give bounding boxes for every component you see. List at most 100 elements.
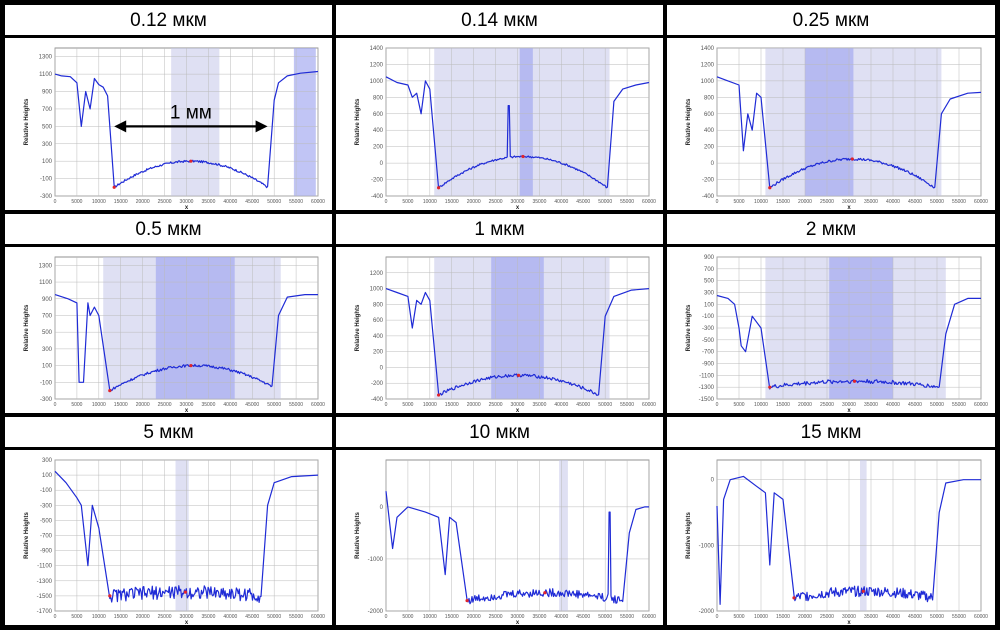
x-tick-label: 40000 [223,402,237,408]
y-tick-label: 0 [711,478,715,484]
highlight-band [519,48,533,196]
cursor-marker [516,373,521,377]
y-tick-label: 1000 [370,287,384,293]
plot-area: -1500 -1300 -1100 -900 -700 -500 -300 -100 100 30… [667,247,995,413]
x-tick-label: 20000 [798,402,812,408]
cursor-marker [850,157,854,161]
cursor-marker [189,363,193,368]
x-axis-title: x [185,205,189,210]
chart-title: 0.14 мкм [336,5,663,38]
chart-panel: 15 мкм -2000 -1000 0 0 5000 10000 15000 20000 250… [667,417,995,625]
x-tick-label: 0 [54,614,57,620]
cursor-marker [108,594,112,598]
profile-line [385,491,649,605]
cursor-marker [861,589,865,593]
y-tick-label: -400 [371,194,384,200]
x-tick-label: 5000 [733,614,744,620]
profile-line [54,70,319,189]
x-axis-title: x [185,408,189,413]
x-tick-label: 45000 [576,199,590,205]
chart-svg: -300 -100 100 300 500 700 900 1100 1300 0 5000 1000… [24,256,325,413]
x-tick-label: 10000 [423,614,437,620]
x-axis-title: x [516,205,520,210]
chart-svg: -2000 -1000 0 0 5000 10000 15000 20000 25000 3000… [686,459,988,625]
x-tick-label: 10000 [754,614,768,620]
x-tick-label: 20000 [136,614,150,620]
plot-area: -400 -200 0 200 400 600 800 1000 1200 1400 0 5000 10… [667,38,995,210]
x-tick-label: 25000 [489,614,503,620]
y-tick-label: -700 [702,350,715,356]
x-axis-title: x [847,408,851,413]
x-tick-label: 20000 [798,614,812,620]
x-tick-label: 55000 [620,402,634,408]
y-tick-label: -200 [702,178,715,184]
y-axis-title: Relative Heights [355,304,361,351]
y-tick-label: 0 [380,505,384,511]
y-tick-label: 800 [704,95,715,101]
x-tick-label: 45000 [245,402,259,408]
y-tick-label: -100 [40,380,53,386]
x-tick-label: 55000 [952,614,966,620]
x-tick-label: 5000 [71,402,82,408]
x-tick-label: 5000 [402,402,413,408]
dimension-label: 1 мм [170,102,212,123]
x-tick-label: 60000 [311,199,325,205]
cursor-marker [437,186,441,190]
x-tick-label: 35000 [864,199,878,205]
chart-title: 0.25 мкм [667,5,995,38]
y-tick-label: 300 [704,291,715,297]
x-tick-label: 45000 [245,199,259,205]
chart-svg: -400 -200 0 200 400 600 800 1000 1200 0 5000 10000 1… [355,256,656,413]
x-tick-label: 40000 [554,614,568,620]
cursor-marker [108,389,112,393]
x-tick-label: 25000 [158,614,172,620]
chart-svg: -1500 -1300 -1100 -900 -700 -500 -300 -100 100 30… [686,255,988,413]
x-tick-label: 20000 [136,199,150,205]
arrowhead-left [114,120,127,133]
y-tick-label: 100 [42,364,53,370]
x-tick-label: 0 [54,199,57,205]
x-tick-label: 5000 [402,199,413,205]
x-tick-label: 40000 [886,199,900,205]
x-tick-label: 20000 [467,199,481,205]
x-tick-label: 5000 [733,199,744,205]
x-tick-label: 25000 [489,402,503,408]
y-tick-label: 700 [42,313,53,319]
y-tick-label: 900 [704,255,715,261]
profile-line [716,475,981,605]
x-tick-label: 30000 [511,199,525,205]
x-tick-label: 40000 [554,402,568,408]
x-tick-label: 25000 [158,402,172,408]
x-tick-label: 35000 [864,402,878,408]
plot-area: -2000 -1000 0 0 5000 10000 15000 20000 25000 3000… [336,450,663,625]
x-tick-label: 60000 [642,614,656,620]
y-axis-title: Relative Heights [686,98,692,145]
x-tick-label: 55000 [952,402,966,408]
x-tick-label: 55000 [289,614,303,620]
x-tick-label: 20000 [467,402,481,408]
y-tick-label: 1000 [370,79,384,85]
x-tick-label: 0 [716,614,719,620]
y-tick-label: -100 [702,314,715,320]
x-tick-label: 30000 [842,402,856,408]
cursor-marker [768,385,772,389]
x-axis-title: x [847,620,851,625]
y-tick-label: 500 [704,279,715,285]
x-tick-label: 25000 [820,402,834,408]
x-tick-label: 5000 [71,614,82,620]
x-tick-label: 15000 [445,199,459,205]
x-tick-label: 10000 [92,199,106,205]
y-axis-title: Relative Heights [355,98,361,145]
chart-panel: 0.12 мкм -300 -100 100 300 500 700 900 1100 1300 0… [5,5,332,210]
x-tick-label: 15000 [445,614,459,620]
x-tick-label: 15000 [776,199,790,205]
highlight-band [559,460,568,611]
chart-svg: -2000 -1000 0 0 5000 10000 15000 20000 25000 3000… [355,459,656,625]
x-tick-label: 45000 [908,614,922,620]
plot-area: -300 -100 100 300 500 700 900 1100 1300 0 5000 1000… [5,247,332,413]
y-tick-label: 800 [373,95,384,101]
y-tick-label: 300 [42,458,53,464]
x-tick-label: 35000 [532,199,546,205]
chart-panel: 1 мкм -400 -200 0 200 400 600 800 1000 1200 0 5000 1… [336,214,663,413]
profile-line [385,288,650,396]
